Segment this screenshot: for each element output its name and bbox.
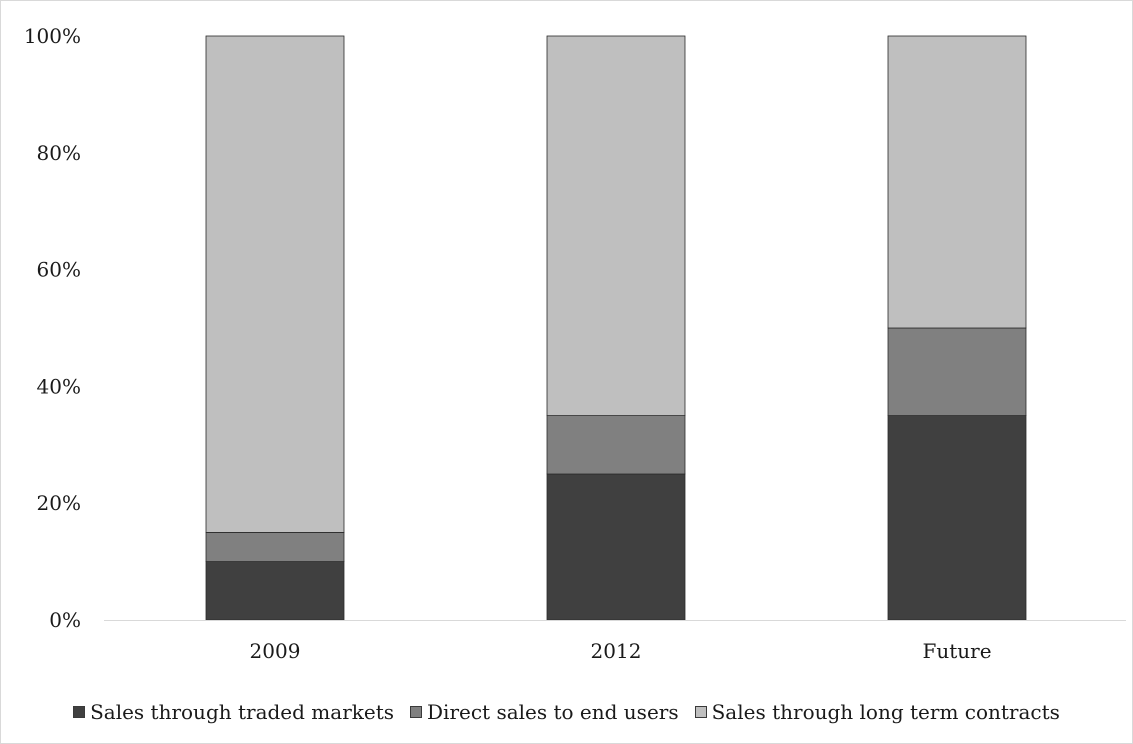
bar-stack	[205, 35, 345, 621]
y-tick-label: 20%	[37, 491, 81, 515]
legend-item-direct-sales: Direct sales to end users	[410, 700, 679, 724]
bar-segment	[546, 35, 686, 417]
legend: Sales through traded markets Direct sale…	[1, 695, 1132, 729]
bar-stack	[546, 35, 686, 621]
bar-segment	[205, 561, 345, 621]
bar-segment	[887, 415, 1027, 621]
legend-swatch-long-term-contracts	[694, 706, 707, 718]
x-tick-label: 2012	[591, 639, 642, 663]
legend-item-traded-markets: Sales through traded markets	[73, 700, 394, 724]
bar-segment	[205, 35, 345, 533]
x-tick-label: 2009	[250, 639, 301, 663]
y-tick-label: 100%	[24, 24, 81, 48]
y-tick-label: 80%	[37, 141, 81, 165]
legend-label-traded-markets: Sales through traded markets	[90, 700, 395, 724]
y-tick-label: 40%	[37, 374, 81, 398]
x-tick-label: Future	[922, 639, 991, 663]
bar-segment	[887, 327, 1027, 416]
legend-label-direct-sales: Direct sales to end users	[427, 700, 679, 724]
bar-segment	[546, 415, 686, 475]
legend-item-long-term-contracts: Sales through long term contracts	[694, 700, 1060, 724]
y-axis-ticks: 0% 20% 40% 60% 80% 100%	[24, 24, 81, 632]
x-axis-ticks: 2009 2012 Future	[250, 639, 992, 663]
bar-segment	[205, 532, 345, 563]
y-tick-label: 0%	[49, 608, 81, 632]
bar-segment	[887, 35, 1027, 329]
y-tick-label: 60%	[37, 258, 81, 282]
bar-stack	[887, 35, 1027, 621]
bar-segment	[546, 473, 686, 621]
legend-swatch-direct-sales	[410, 706, 423, 718]
legend-swatch-traded-markets	[73, 706, 86, 718]
bars-group	[205, 35, 1027, 621]
legend-label-long-term-contracts: Sales through long term contracts	[711, 700, 1060, 724]
